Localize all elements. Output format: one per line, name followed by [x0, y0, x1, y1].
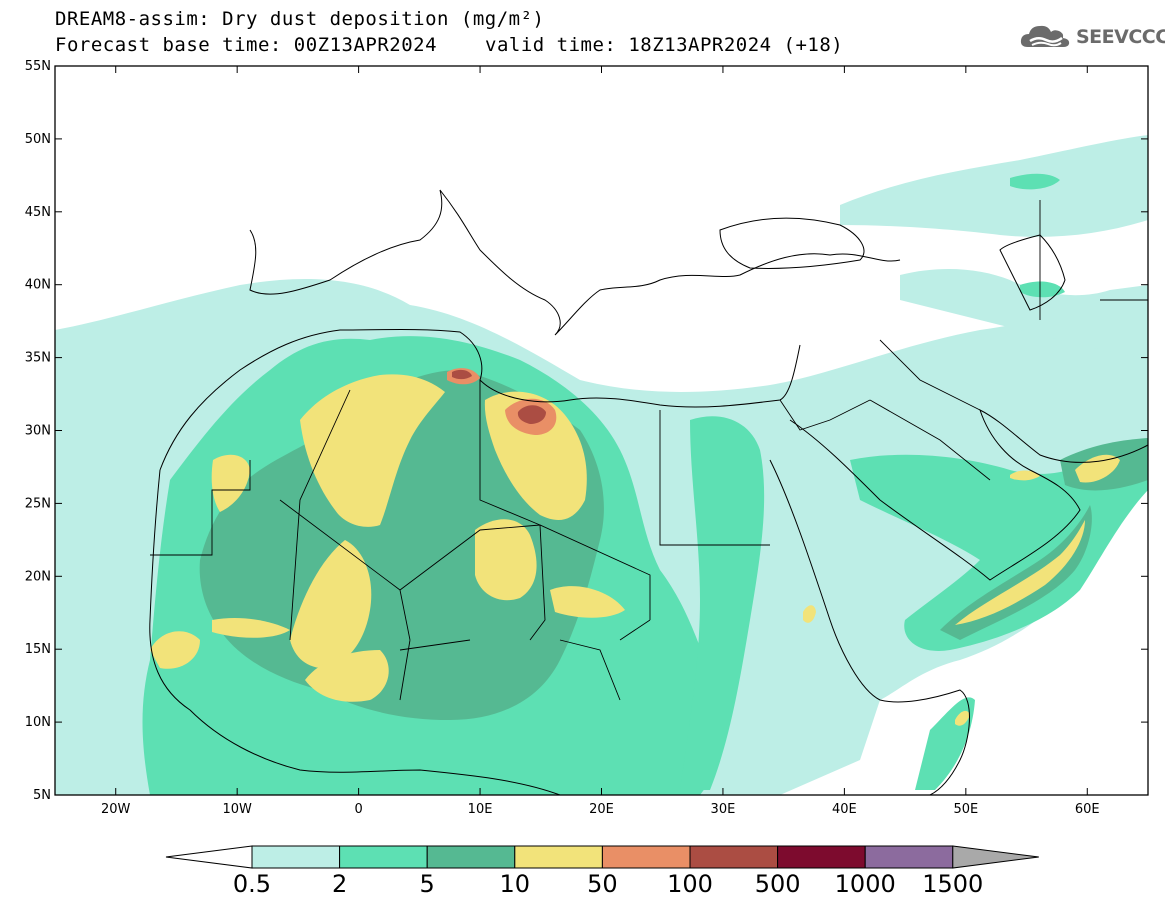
- dust-field-medium-arabia: [850, 440, 1148, 651]
- colorbar-label: 100: [667, 870, 713, 898]
- colorbar-segment: [426, 845, 516, 869]
- cloud-icon: [1020, 25, 1070, 47]
- chart-subtitle: Forecast base time: 00Z13APR2024 valid ti…: [55, 34, 843, 56]
- dust-field-light-ne: [840, 135, 1148, 237]
- colorbar-segment: [864, 845, 954, 869]
- colorbar-segment: [251, 845, 341, 869]
- colorbar-label: 1500: [922, 870, 983, 898]
- dust-field-yellow-sahel: [290, 540, 372, 669]
- lon-tick-label: 20E: [589, 802, 614, 817]
- lat-tick-label: 30N: [25, 424, 51, 439]
- dust-field-yellow-atlas: [300, 374, 445, 527]
- coastline-west-africa: [149, 469, 561, 795]
- dust-field-medium-nile: [680, 416, 765, 790]
- lat-tick-label: 45N: [25, 205, 51, 220]
- lat-tick-label: 35N: [25, 351, 51, 366]
- colorbar-segment: [601, 845, 691, 869]
- dust-field-dark-oman: [940, 505, 1092, 640]
- colorbar-label: 500: [755, 870, 801, 898]
- lat-tick-label: 10N: [25, 715, 51, 730]
- colorbar: 0.5 2 5 10 50 100 500 1000 1500: [165, 845, 1039, 898]
- colorbar-segment-low: [165, 845, 253, 869]
- dust-field-yellow-mali: [212, 618, 290, 638]
- dust-field-yellow-sudan: [550, 586, 625, 618]
- lat-tick-label: 40N: [25, 278, 51, 293]
- logo-text: SEEVCCC: [1076, 26, 1165, 48]
- lon-tick-label: 0: [354, 802, 362, 817]
- dust-field-red-tunisia: [452, 369, 472, 380]
- lat-tick-label: 5N: [33, 788, 51, 803]
- lon-tick-label: 50E: [953, 802, 978, 817]
- coastline-north-africa: [159, 329, 801, 471]
- dust-field-yellow-niger: [305, 650, 389, 702]
- lon-tick-label: 40E: [832, 802, 857, 817]
- country-borders: [150, 200, 1148, 701]
- colorbar-segment: [514, 845, 603, 869]
- colorbar-label: 50: [587, 870, 618, 898]
- coastlines-and-borders: [149, 189, 1148, 795]
- colorbar-label: 5: [420, 870, 435, 898]
- coastline-caspian: [999, 234, 1066, 311]
- dust-field-medium-ne: [1010, 173, 1065, 298]
- colorbar-label: 10: [500, 870, 531, 898]
- lon-tick-label: 20W: [101, 802, 131, 817]
- dust-field-yellow-eritrea: [803, 605, 816, 623]
- coastline-europe: [249, 189, 901, 336]
- dust-field-yellow-senegal: [150, 631, 200, 669]
- chart-title: DREAM8-assim: Dry dust deposition (mg/m²…: [55, 8, 545, 30]
- lat-tick-label: 15N: [25, 642, 51, 657]
- axis-ticks: 55N 50N 45N 40N 35N 30N 25N 20N 15N 10N 5N 20W 10W 0 1…: [25, 59, 1148, 817]
- lat-tick-label: 25N: [25, 496, 51, 511]
- dust-field-light-caspian: [900, 268, 1148, 360]
- colorbar-segment: [339, 845, 428, 869]
- coastline-arabia: [789, 409, 1148, 581]
- colorbar-segment-high: [952, 845, 1039, 869]
- colorbar-segment: [777, 845, 866, 869]
- dust-field-yellow-wsahara: [211, 454, 250, 512]
- coastline-black-sea: [719, 217, 865, 269]
- lon-tick-label: 10W: [222, 802, 252, 817]
- base-time-label: Forecast base time: 00Z13APR2024: [55, 34, 438, 56]
- lon-tick-label: 10E: [468, 802, 493, 817]
- colorbar-label: 1000: [835, 870, 896, 898]
- lon-tick-label: 30E: [711, 802, 736, 817]
- colorbar-label: 2: [332, 870, 347, 898]
- colorbar-segment: [689, 845, 779, 869]
- colorbar-label: 0.5: [233, 870, 271, 898]
- dust-field-yellow-gulf: [1010, 470, 1040, 481]
- valid-time-label: valid time: 18Z13APR2024 (+18): [485, 34, 844, 56]
- dust-fields: [55, 135, 1148, 795]
- dust-field-yellow-chad: [475, 519, 537, 601]
- dust-field-yellow-horn: [955, 710, 970, 726]
- lat-tick-label: 50N: [25, 132, 51, 147]
- coastline-red-sea: [769, 459, 970, 795]
- dust-field-yellow-iran: [1075, 454, 1120, 483]
- lon-tick-label: 60E: [1075, 802, 1100, 817]
- lat-tick-label: 55N: [25, 59, 51, 74]
- lat-tick-label: 20N: [25, 569, 51, 584]
- seevccc-logo: SEEVCCC: [1018, 22, 1165, 52]
- dust-field-red-libya: [517, 405, 546, 424]
